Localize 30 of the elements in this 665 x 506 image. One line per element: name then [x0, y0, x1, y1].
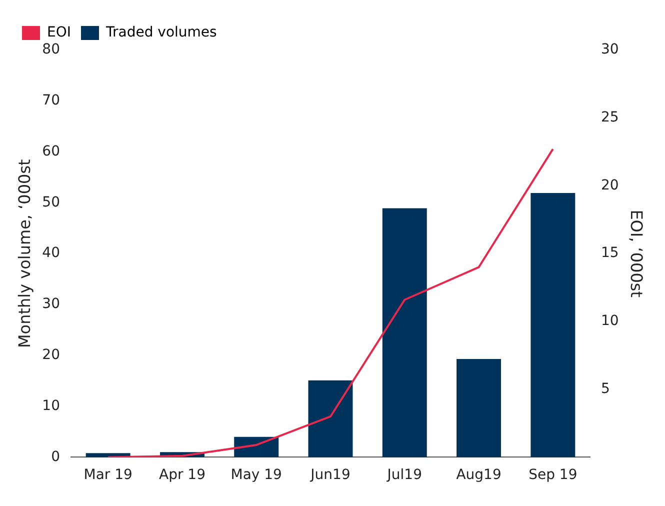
y-axis-title: Monthly volume, ‘000st — [14, 159, 34, 348]
y-tick-label: 10 — [42, 398, 60, 414]
y2-tick-label: 15 — [600, 245, 619, 262]
y2-tick-label: 25 — [600, 110, 619, 126]
y-tick-label: 60 — [42, 143, 60, 160]
y-tick-label: 80 — [42, 42, 60, 58]
bar — [456, 358, 502, 458]
y2-tick-label: 30 — [600, 42, 619, 58]
y2-tick-label: 5 — [600, 380, 610, 397]
y-tick-label: 0 — [51, 448, 60, 465]
bar — [530, 193, 576, 458]
x-tick-label: Jun19 — [310, 467, 350, 484]
legend-label: EOI — [47, 24, 71, 41]
y-tick-label: 20 — [42, 347, 60, 364]
bar — [308, 380, 353, 458]
x-tick-label: Sep 19 — [528, 467, 578, 484]
bar — [382, 208, 427, 458]
y-tick-label: 70 — [42, 92, 60, 109]
x-tick-label: Aug19 — [456, 467, 502, 484]
x-tick-label: Jul19 — [386, 467, 422, 484]
y-tick-label: 30 — [42, 296, 60, 312]
x-tick-label: Apr 19 — [158, 467, 206, 484]
y2-tick-label: 10 — [600, 313, 619, 330]
y-tick-label: 40 — [42, 245, 60, 262]
y2-tick-label: 20 — [600, 177, 619, 194]
x-tick-label: May 19 — [230, 467, 282, 484]
x-tick-label: Mar 19 — [84, 467, 132, 484]
legend-label: Traded volumes — [104, 24, 217, 41]
y-tick-label: 50 — [42, 194, 60, 210]
y2-axis-title: EOI, ‘000st — [627, 210, 646, 298]
